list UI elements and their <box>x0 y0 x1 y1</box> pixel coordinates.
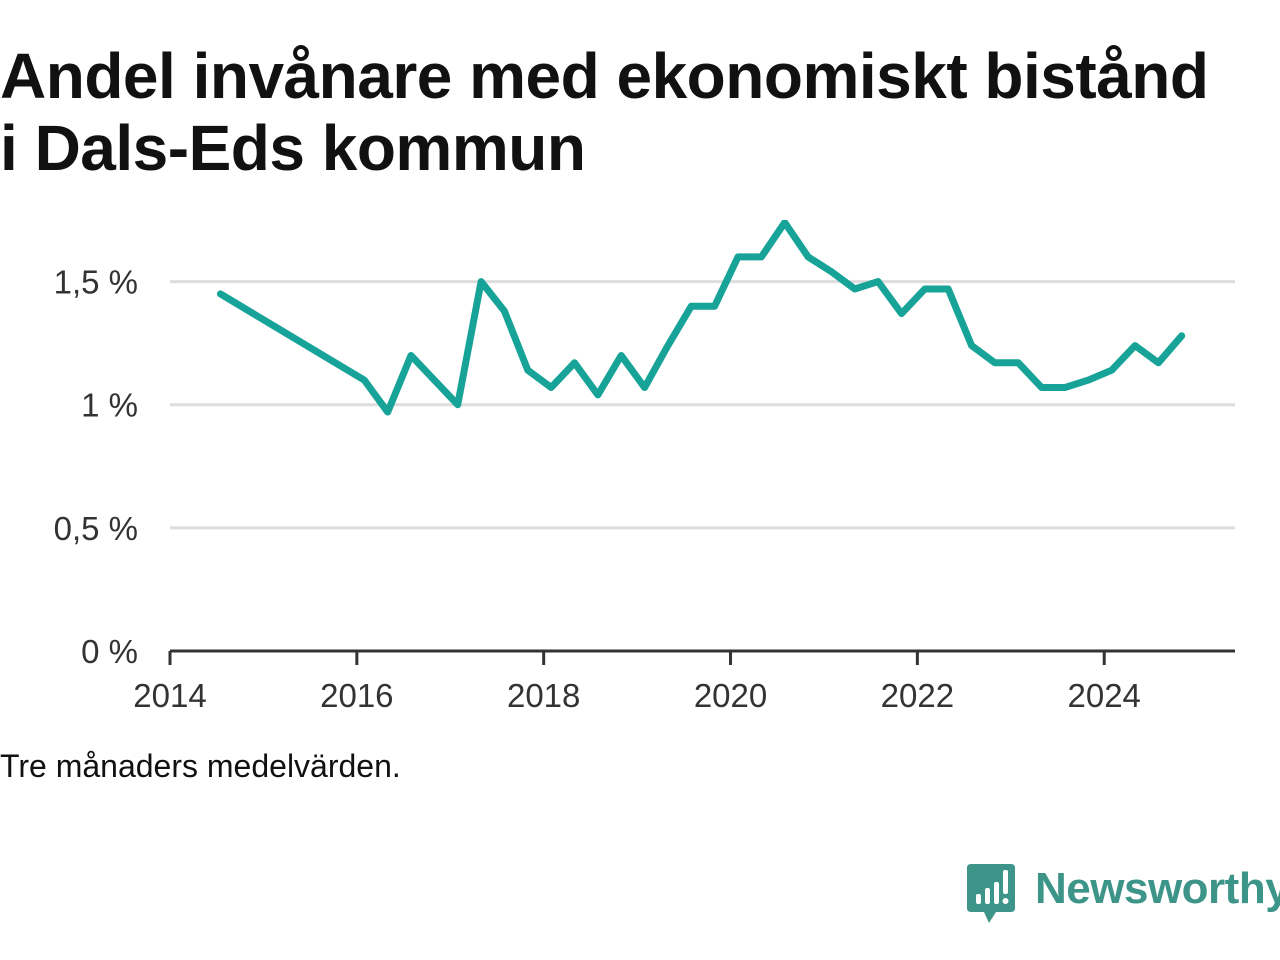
y-tick-label: 0 % <box>81 633 138 670</box>
x-tick-label: 2016 <box>320 677 393 714</box>
gridlines <box>170 280 1235 530</box>
line-chart: 0 % 0,5 % 1 % 1,5 % 2014 2016 2018 2020 2022 202… <box>54 220 1235 714</box>
x-tick-label: 2014 <box>133 677 206 714</box>
chart-note: Tre månaders medelvärden. <box>0 748 401 784</box>
x-tick-label: 2022 <box>881 677 954 714</box>
x-tick-label: 2020 <box>694 677 767 714</box>
x-tick-label: 2024 <box>1067 677 1140 714</box>
y-tick-label: 1 % <box>81 387 138 424</box>
x-axis-ticks: 2014 2016 2018 2020 2022 2024 <box>133 651 1141 714</box>
brand-name: Newsworthy <box>1035 864 1280 913</box>
chart-title: Andel invånare med ekonomiskt bistånd i … <box>0 40 1209 184</box>
series-line <box>216 220 1186 416</box>
x-tick-label: 2018 <box>507 677 580 714</box>
y-tick-label: 1,5 % <box>54 264 138 301</box>
y-tick-label: 0,5 % <box>54 510 138 547</box>
y-axis-ticks: 0 % 0,5 % 1 % 1,5 % <box>54 264 138 670</box>
bar-chart-speech-bubble-icon <box>967 864 1015 923</box>
